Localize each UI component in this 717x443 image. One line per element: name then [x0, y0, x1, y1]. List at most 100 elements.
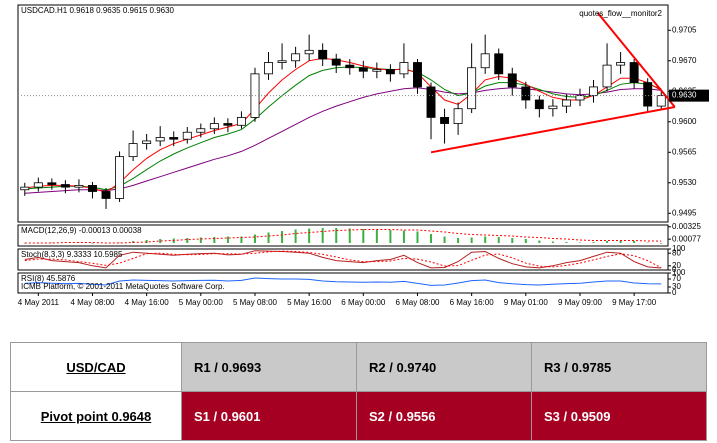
- histogram-bar: [551, 241, 554, 243]
- candle-body: [304, 49, 314, 55]
- candle-body: [521, 86, 531, 101]
- y-tick-label: 0.9705: [672, 25, 697, 34]
- x-tick-label: 5 May 08:00: [233, 298, 278, 307]
- histogram-bar: [416, 231, 419, 243]
- x-tick-label: 5 May 00:00: [179, 298, 224, 307]
- x-tick-label: 5 May 16:00: [287, 298, 332, 307]
- indicator-label: quotes_flow__monitor2: [579, 9, 662, 18]
- y-tick-label: 0.9495: [672, 208, 697, 217]
- candle-body: [60, 184, 70, 188]
- candle-body: [47, 182, 57, 185]
- panel-title: Stoch(8,3,3) 9.3333 10.5985: [21, 250, 123, 259]
- y-tick-label: 100: [672, 268, 686, 277]
- candle-body: [426, 86, 436, 118]
- candle-body: [453, 108, 463, 124]
- candle-body: [345, 64, 355, 69]
- histogram-bar: [402, 230, 405, 243]
- candle-body: [616, 62, 626, 66]
- panel-title: MACD(12,26,9) -0.00013 0.00038: [21, 226, 142, 235]
- x-tick-label: 4 May 16:00: [125, 298, 170, 307]
- histogram-bar: [348, 228, 351, 243]
- panel-frame: [17, 4, 669, 223]
- pivot-table: USD/CAD R1 / 0.9693 R2 / 0.9740 R3 / 0.9…: [10, 342, 707, 441]
- y-tick-label: 0: [672, 265, 677, 274]
- candle-body: [602, 64, 612, 88]
- candle-body: [399, 62, 409, 75]
- indicator-line: [24, 277, 662, 286]
- x-tick-label: 9 May 09:00: [558, 298, 603, 307]
- candle-body: [561, 99, 571, 107]
- histogram-bar: [362, 229, 365, 243]
- candle-body: [643, 82, 653, 107]
- candle-body: [74, 184, 84, 188]
- y-tick-label: 0.9565: [672, 147, 697, 156]
- y-tick-label: 0: [672, 288, 677, 297]
- y-tick-label: 0.00077: [672, 234, 701, 243]
- pair-label: USD/CAD: [66, 359, 126, 375]
- candle-body: [385, 69, 395, 75]
- s2-cell: S2 / 0.9556: [356, 391, 532, 441]
- candle-body: [548, 105, 558, 110]
- last-price-box: [669, 89, 709, 102]
- chart: 0.94950.95300.95650.96000.96350.96700.97…: [17, 4, 709, 307]
- histogram-bar: [199, 237, 202, 243]
- candle-body: [331, 58, 341, 66]
- y-tick-label: 70: [672, 274, 681, 283]
- histogram-bar: [77, 242, 80, 243]
- histogram-bar: [443, 236, 446, 243]
- moving-average: [24, 57, 662, 193]
- moving-average: [24, 87, 662, 194]
- histogram-bar: [281, 231, 284, 243]
- r1-cell: R1 / 0.9693: [181, 342, 357, 392]
- histogram-bar: [226, 236, 229, 243]
- histogram-bar: [267, 232, 270, 243]
- candle-body: [318, 49, 328, 60]
- x-tick-label: 6 May 16:00: [450, 298, 495, 307]
- candle-body: [182, 131, 192, 140]
- histogram-bar: [538, 240, 541, 243]
- candle-body: [440, 117, 450, 124]
- candle-body: [467, 67, 477, 110]
- histogram-bar: [565, 242, 568, 243]
- y-tick-label: 0.9670: [672, 56, 697, 65]
- candle-body: [575, 95, 585, 101]
- candle-body: [372, 69, 382, 72]
- pivot-label: Pivot point 0.9648: [40, 408, 152, 424]
- pivot-cell: Pivot point 0.9648: [10, 391, 182, 441]
- indicator-line: [24, 250, 662, 269]
- histogram-bar: [592, 242, 595, 243]
- trendline: [430, 106, 675, 154]
- last-price-label: 0.9630: [672, 91, 697, 100]
- histogram-bar: [159, 239, 162, 243]
- candle-body: [250, 73, 260, 118]
- histogram-bar: [91, 243, 94, 244]
- s1-cell: S1 / 0.9601: [181, 391, 357, 441]
- histogram-bar: [484, 236, 487, 243]
- moving-average: [24, 66, 662, 191]
- histogram-bar: [430, 234, 433, 243]
- histogram-bar: [240, 236, 243, 243]
- candle-body: [223, 123, 233, 126]
- support-row: Pivot point 0.9648 S1 / 0.9601 S2 / 0.95…: [10, 391, 707, 441]
- candle-body: [196, 128, 206, 133]
- y-tick-label: 100: [672, 244, 686, 253]
- histogram-bar: [23, 243, 26, 244]
- x-tick-label: 4 May 2011: [18, 298, 60, 307]
- panel-frame: [17, 224, 669, 247]
- x-tick-label: 9 May 01:00: [504, 298, 549, 307]
- histogram-bar: [253, 234, 256, 243]
- candle-body: [589, 86, 598, 97]
- histogram-bar: [524, 239, 527, 243]
- y-tick-label: 0.00325: [672, 222, 701, 231]
- histogram-bar: [633, 241, 636, 243]
- candle-body: [413, 62, 422, 88]
- panel-title: RSI(8) 45.5876: [21, 274, 76, 283]
- histogram-bar: [389, 230, 392, 243]
- y-tick-label: 0.9530: [672, 178, 697, 187]
- candle-body: [33, 182, 43, 188]
- histogram-bar: [321, 228, 324, 243]
- candle-body: [264, 62, 273, 75]
- y-tick-label: 20: [672, 261, 681, 270]
- candle-body: [169, 137, 179, 140]
